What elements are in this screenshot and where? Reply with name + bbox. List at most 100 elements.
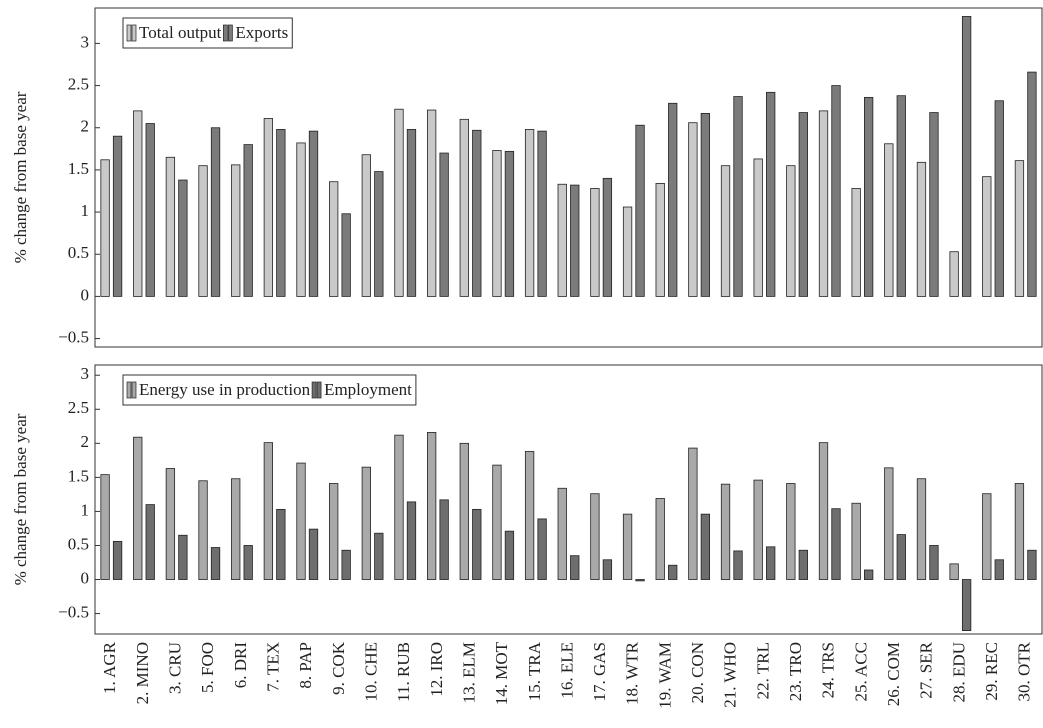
bar [459,442,469,580]
bar [472,508,482,580]
x-tick-label: 25. ACC [851,642,870,702]
x-tick-label: 26. COM [884,642,903,706]
y-tick-label: 0 [81,285,90,304]
legend-label: Total output [139,23,222,42]
bar [361,466,371,580]
x-tick-label: 8. PAP [296,642,315,689]
bar [818,442,829,580]
bar [243,545,253,580]
legend-swatch [126,24,132,42]
legend-label: Exports [235,23,288,42]
y-tick-label: 2 [81,432,90,451]
y-tick-label: 1.5 [68,159,89,178]
bar [622,513,633,580]
x-tick-label: 13. ELM [459,642,478,703]
bar [426,109,437,297]
bar [590,188,600,297]
bar [374,532,384,580]
bar [884,467,894,580]
bar [961,16,972,297]
bar [231,164,241,297]
bar [753,479,763,580]
y-tick-label: 1 [81,201,90,220]
bar [916,478,927,580]
x-tick-label: 22. TRL [753,642,772,699]
bar [198,165,208,297]
bar [145,123,155,297]
bar [635,124,645,297]
bar [133,110,143,297]
bar [439,499,449,580]
plot-frame [94,364,1043,635]
bar [557,183,567,297]
bar [688,122,698,297]
bar [884,143,894,297]
bar [798,112,808,297]
y-tick-label: −0.5 [58,327,89,346]
y-axis-label: % change from base year [11,91,30,263]
bar [863,96,874,297]
bar [851,188,861,297]
x-tick-label: 9. COK [329,641,348,695]
bar [668,564,678,580]
bar [863,569,874,580]
bar [492,464,502,580]
bar [994,559,1004,580]
bar [296,142,306,297]
bar [733,550,743,580]
y-tick-label: 1.5 [68,466,89,485]
bar [394,108,404,297]
x-tick-label: 27. SER [917,641,936,698]
bar [165,468,176,580]
x-tick-label: 17. GAS [590,642,609,702]
bar [178,534,188,580]
y-tick-label: 2.5 [68,74,89,93]
x-tick-label: 11. RUB [394,642,413,702]
y-tick-label: 0.5 [68,243,89,262]
bar [329,181,339,297]
bar [700,513,711,580]
bar [263,442,274,580]
legend-swatch [126,381,132,399]
x-tick-label: 21. WHO [721,642,740,708]
bar [329,483,339,580]
y-tick-label: −0.5 [58,602,89,621]
bar [537,518,547,580]
bar [439,152,449,297]
bar [537,130,547,297]
bar [296,462,306,580]
legend: Total output Exports [122,17,293,49]
bar [308,528,319,580]
bar [112,540,123,580]
x-tick-label: 14. MOT [492,641,511,705]
bar [145,504,155,580]
bar [374,171,384,297]
legend-swatch [131,24,137,42]
bar [100,474,110,580]
bar [210,127,221,297]
x-tick-label: 28. EDU [949,642,968,702]
bar [720,483,731,580]
x-tick-label: 20. CON [688,642,707,703]
bar [766,91,776,297]
bar [341,549,351,580]
bar [557,487,567,580]
bar [590,493,600,580]
bar [243,144,253,297]
bar [459,118,469,297]
bar [688,447,698,580]
bar [341,213,351,297]
bar [198,480,208,580]
bar [1014,483,1025,580]
x-tick-label: 7. TEX [264,642,283,692]
bar [112,135,123,297]
bar [263,118,274,297]
x-tick-label: 30. OTR [1015,641,1034,701]
x-tick-label: 10. CHE [361,642,380,702]
y-tick-label: 0.5 [68,534,89,553]
x-tick-label: 15. TRA [525,641,544,701]
bar [524,129,535,297]
bar [276,129,286,297]
bar [178,179,188,297]
legend-box [122,17,293,49]
